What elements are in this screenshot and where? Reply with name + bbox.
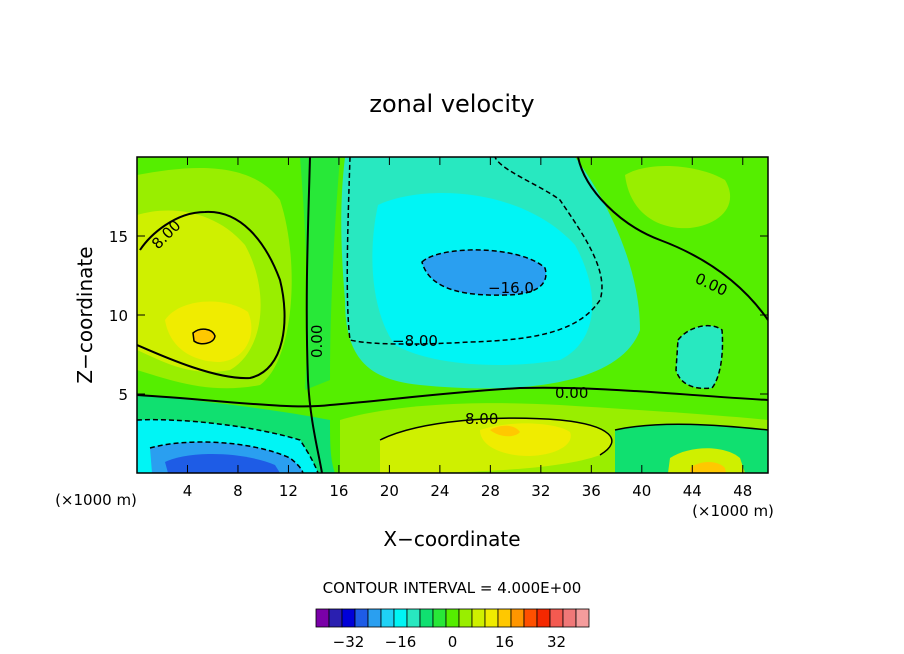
- region-lower-right-pos-2: [690, 462, 726, 473]
- colorbar-tick-label: 16: [495, 633, 514, 651]
- colorbar-tick-label: −32: [333, 633, 365, 651]
- contour-0-left: [305, 157, 323, 473]
- colorbar-swatch: [315, 608, 330, 628]
- contour-label-neg8: −8.00: [392, 332, 438, 350]
- colorbar-swatch: [497, 608, 512, 628]
- contour-0-mid: [137, 386, 768, 408]
- contour-0-upper-right: [577, 157, 768, 321]
- y-tick-label: 5: [118, 386, 128, 404]
- contour-label-8-lower: 8.00: [465, 410, 498, 428]
- region-upper-left-max: [193, 329, 215, 344]
- contour-label-neg16: −16.0: [488, 279, 534, 297]
- x-tick-label: 8: [233, 482, 243, 500]
- contour-labels: 8.00 0.00 −8.00 −16.0 0.00 0.00 8.00: [148, 216, 730, 428]
- colorbar-swatch: [510, 608, 525, 628]
- contour-lower-right: [614, 423, 768, 431]
- colorbar-tick-label: 0: [448, 633, 458, 651]
- colorbar-swatch: [393, 608, 408, 628]
- colorbar-swatch: [471, 608, 486, 628]
- contour-field: [137, 157, 768, 473]
- contour-8-lower: [379, 417, 613, 456]
- x-tick-labels: 4 8 12 16 20 24 28 32 36 40 44 48: [183, 482, 753, 500]
- colorbar-swatch: [354, 608, 369, 628]
- colorbar-swatch: [458, 608, 473, 628]
- x-tick-label: 20: [380, 482, 399, 500]
- colorbar-swatch: [406, 608, 421, 628]
- colorbar-swatch: [380, 608, 395, 628]
- x-unit-right: (×1000 m): [692, 502, 774, 520]
- x-tick-label: 28: [481, 482, 500, 500]
- colorbar-swatch: [445, 608, 460, 628]
- colorbar-swatch: [549, 608, 564, 628]
- contour-upper-left-core: [192, 328, 216, 345]
- region-lower-left-neg-4: [165, 454, 280, 473]
- x-axis-label: X−coordinate: [383, 527, 520, 551]
- colorbar: [315, 608, 590, 628]
- region-upper-right-patch: [625, 165, 731, 229]
- colorbar-swatch: [484, 608, 499, 628]
- contour-label-0-left: 0.00: [308, 325, 326, 358]
- contour-lower-left-neg: [137, 418, 319, 473]
- colorbar-swatch: [367, 608, 382, 628]
- axis-ticks: [137, 157, 768, 473]
- colorbar-labels: −32 −16 0 16 32: [333, 633, 566, 651]
- contour-interval: CONTOUR INTERVAL = 4.000E+00: [323, 579, 582, 597]
- region-central-neg-3: [422, 249, 546, 296]
- x-tick-label: 12: [279, 482, 298, 500]
- colorbar-swatch: [328, 608, 343, 628]
- x-tick-label: 4: [183, 482, 193, 500]
- contour-neg8-center: [346, 157, 603, 345]
- colorbar-swatch: [523, 608, 538, 628]
- colorbar-swatch: [536, 608, 551, 628]
- y-tick-label: 10: [109, 307, 128, 325]
- colorbar-tick-label: −16: [385, 633, 417, 651]
- x-tick-label: 36: [582, 482, 601, 500]
- chart-title: zonal velocity: [369, 90, 534, 118]
- colorbar-tick-label: 32: [547, 633, 566, 651]
- y-tick-label: 15: [109, 228, 128, 246]
- region-lower-pos-4: [490, 425, 520, 437]
- x-tick-label: 40: [632, 482, 651, 500]
- colorbar-swatch: [575, 608, 590, 628]
- contour-8-upper-left: [137, 210, 286, 380]
- x-tick-label: 48: [733, 482, 752, 500]
- x-tick-label: 32: [531, 482, 550, 500]
- contour-neg-right-pocket: [675, 324, 724, 390]
- region-left-zero-band: [300, 157, 340, 390]
- colorbar-swatch: [341, 608, 356, 628]
- x-tick-label: 44: [683, 482, 702, 500]
- x-tick-label: 16: [329, 482, 348, 500]
- region-lower-right-pos-1: [668, 448, 745, 473]
- colorbar-swatch: [432, 608, 447, 628]
- region-right-pocket: [676, 325, 723, 389]
- contour-lines: [137, 157, 768, 473]
- colorbar-swatch: [562, 608, 577, 628]
- contour-neg16-center: [421, 249, 547, 296]
- contour-label-0-mid: 0.00: [555, 384, 588, 402]
- y-axis-label: Z−coordinate: [73, 246, 97, 383]
- x-tick-label: 24: [430, 482, 449, 500]
- y-tick-labels: 5 10 15: [109, 228, 128, 404]
- x-unit-left: (×1000 m): [55, 491, 137, 509]
- colorbar-swatch: [419, 608, 434, 628]
